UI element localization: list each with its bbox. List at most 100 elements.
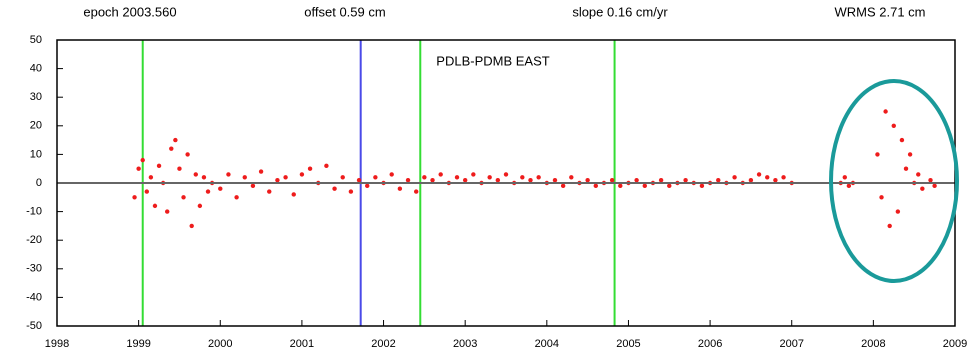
x-tick-label: 2003: [453, 338, 477, 350]
y-tick-label: -10: [26, 206, 42, 218]
point: [879, 195, 884, 200]
x-tick-label: 2009: [943, 338, 967, 350]
point: [201, 175, 207, 180]
annotation: slope 0.16 cm/yr: [572, 4, 668, 19]
point: [658, 177, 664, 183]
y-tick-label: -20: [26, 234, 42, 246]
point: [875, 152, 880, 157]
point: [846, 183, 852, 189]
point: [528, 177, 533, 183]
point: [520, 175, 525, 180]
x-tick-label: 2007: [779, 338, 803, 350]
point: [732, 175, 737, 180]
point: [397, 186, 403, 191]
point: [299, 172, 305, 177]
point: [503, 172, 509, 177]
point: [560, 183, 566, 189]
point: [373, 175, 378, 180]
point: [487, 175, 492, 180]
point: [887, 223, 892, 229]
highlight-ellipse: [829, 79, 959, 283]
point: [197, 203, 203, 209]
point: [895, 209, 901, 214]
point: [765, 175, 770, 180]
x-tick-label: 2001: [290, 338, 314, 350]
point: [177, 166, 182, 171]
y-tick-label: 40: [30, 63, 42, 75]
point: [152, 203, 158, 209]
point: [258, 169, 264, 174]
chart-title: PDLB-PDMB EAST: [436, 53, 549, 68]
point: [291, 192, 296, 197]
point: [899, 137, 905, 143]
point: [891, 123, 896, 128]
point: [173, 137, 178, 143]
point: [389, 172, 394, 177]
point: [462, 177, 468, 183]
point: [454, 175, 460, 180]
point: [916, 172, 921, 177]
point: [275, 177, 280, 183]
annotation: offset 0.59 cm: [304, 4, 385, 19]
point: [218, 186, 223, 191]
point: [438, 172, 443, 177]
point: [283, 175, 288, 180]
annotation: WRMS 2.71 cm: [834, 4, 925, 19]
point: [242, 175, 247, 180]
point: [903, 166, 909, 171]
x-tick-label: 2008: [861, 338, 885, 350]
point: [189, 223, 194, 229]
point: [267, 189, 272, 194]
point: [773, 177, 778, 183]
point: [920, 186, 925, 191]
point: [716, 177, 721, 183]
y-tick-label: 10: [30, 148, 42, 160]
point: [140, 157, 145, 163]
point: [618, 183, 623, 189]
point: [667, 183, 672, 189]
point: [348, 189, 354, 194]
point: [324, 163, 329, 169]
point: [699, 183, 705, 189]
y-tick-label: 50: [30, 34, 42, 46]
point: [205, 189, 211, 194]
y-tick-label: -30: [26, 263, 42, 275]
point: [569, 175, 574, 180]
point: [907, 152, 913, 157]
point: [144, 189, 149, 194]
point: [340, 175, 345, 180]
point: [756, 172, 762, 177]
x-tick-label: 1998: [45, 338, 69, 350]
point: [495, 177, 501, 183]
point: [165, 209, 170, 214]
point: [883, 109, 888, 114]
point: [405, 177, 411, 183]
x-tick-label: 2002: [371, 338, 395, 350]
point: [307, 166, 313, 171]
x-tick-label: 2004: [535, 338, 559, 350]
point: [226, 172, 231, 177]
point: [156, 163, 162, 169]
point: [193, 172, 198, 177]
point: [593, 183, 598, 189]
point: [683, 177, 688, 183]
x-tick-label: 2006: [698, 338, 722, 350]
point: [552, 177, 558, 183]
y-tick-label: 0: [36, 177, 42, 189]
point: [585, 177, 590, 183]
point: [132, 195, 137, 200]
point: [414, 189, 419, 194]
point: [332, 186, 337, 191]
y-tick-label: -40: [26, 291, 42, 303]
x-tick-label: 1999: [126, 338, 150, 350]
point: [842, 175, 847, 180]
point: [169, 146, 174, 151]
point: [430, 177, 435, 183]
point: [136, 166, 141, 171]
point: [356, 177, 362, 183]
point: [422, 175, 427, 180]
point: [250, 183, 256, 189]
y-tick-label: -50: [26, 320, 42, 332]
annotation: epoch 2003.560: [83, 4, 176, 19]
